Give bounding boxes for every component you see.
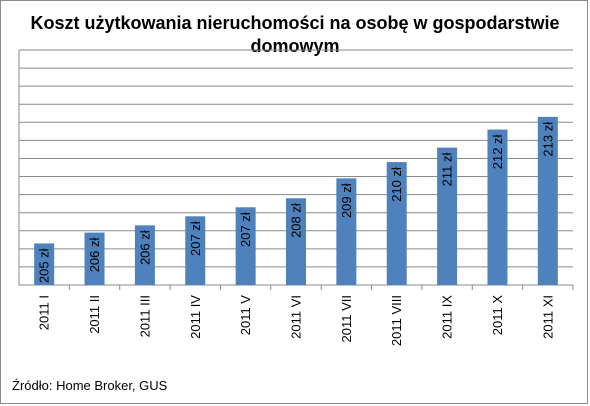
data-label: 211 zł: [440, 153, 455, 187]
data-label: 207 zł: [188, 221, 203, 256]
bar: [537, 116, 558, 285]
x-tick-label: 2011 VI: [289, 295, 304, 339]
data-label: 210 zł: [389, 167, 404, 202]
x-tick-label: 2011 XI: [540, 295, 555, 339]
data-label: 207 zł: [238, 212, 253, 247]
x-tick-label: 2011 I: [37, 295, 52, 330]
bar: [437, 147, 458, 285]
data-label: 213 zł: [540, 122, 555, 157]
source-note: Źródło: Home Broker, GUS: [12, 378, 168, 393]
bar: [134, 225, 155, 285]
data-label: 208 zł: [289, 203, 304, 238]
bar: [386, 162, 407, 285]
bar: [34, 243, 55, 285]
data-label: 209 zł: [339, 183, 354, 218]
bar: [286, 198, 306, 285]
bar: [84, 232, 105, 285]
bar: [185, 216, 206, 285]
x-tick-label: 2011 II: [87, 295, 102, 334]
data-label: 205 zł: [37, 248, 52, 283]
x-tick-label: 2011 IV: [188, 295, 203, 339]
x-tick-label: 2011 IX: [440, 295, 455, 339]
data-label: 206 zł: [137, 230, 152, 265]
chart-title: Koszt użytkowania nieruchomości na osobę…: [30, 13, 560, 56]
data-label: 212 zł: [490, 134, 505, 169]
bar: [235, 207, 256, 285]
x-tick-label: 2011 X: [490, 295, 505, 336]
x-tick-label: 2011 III: [137, 295, 152, 337]
x-tick-label: 2011 V: [238, 295, 253, 336]
data-label: 206 zł: [87, 237, 102, 272]
x-tick-label: 2011 VIII: [389, 295, 404, 346]
bar: [487, 129, 508, 285]
x-tick-label: 2011 VII: [339, 295, 354, 342]
bar: [336, 178, 357, 285]
